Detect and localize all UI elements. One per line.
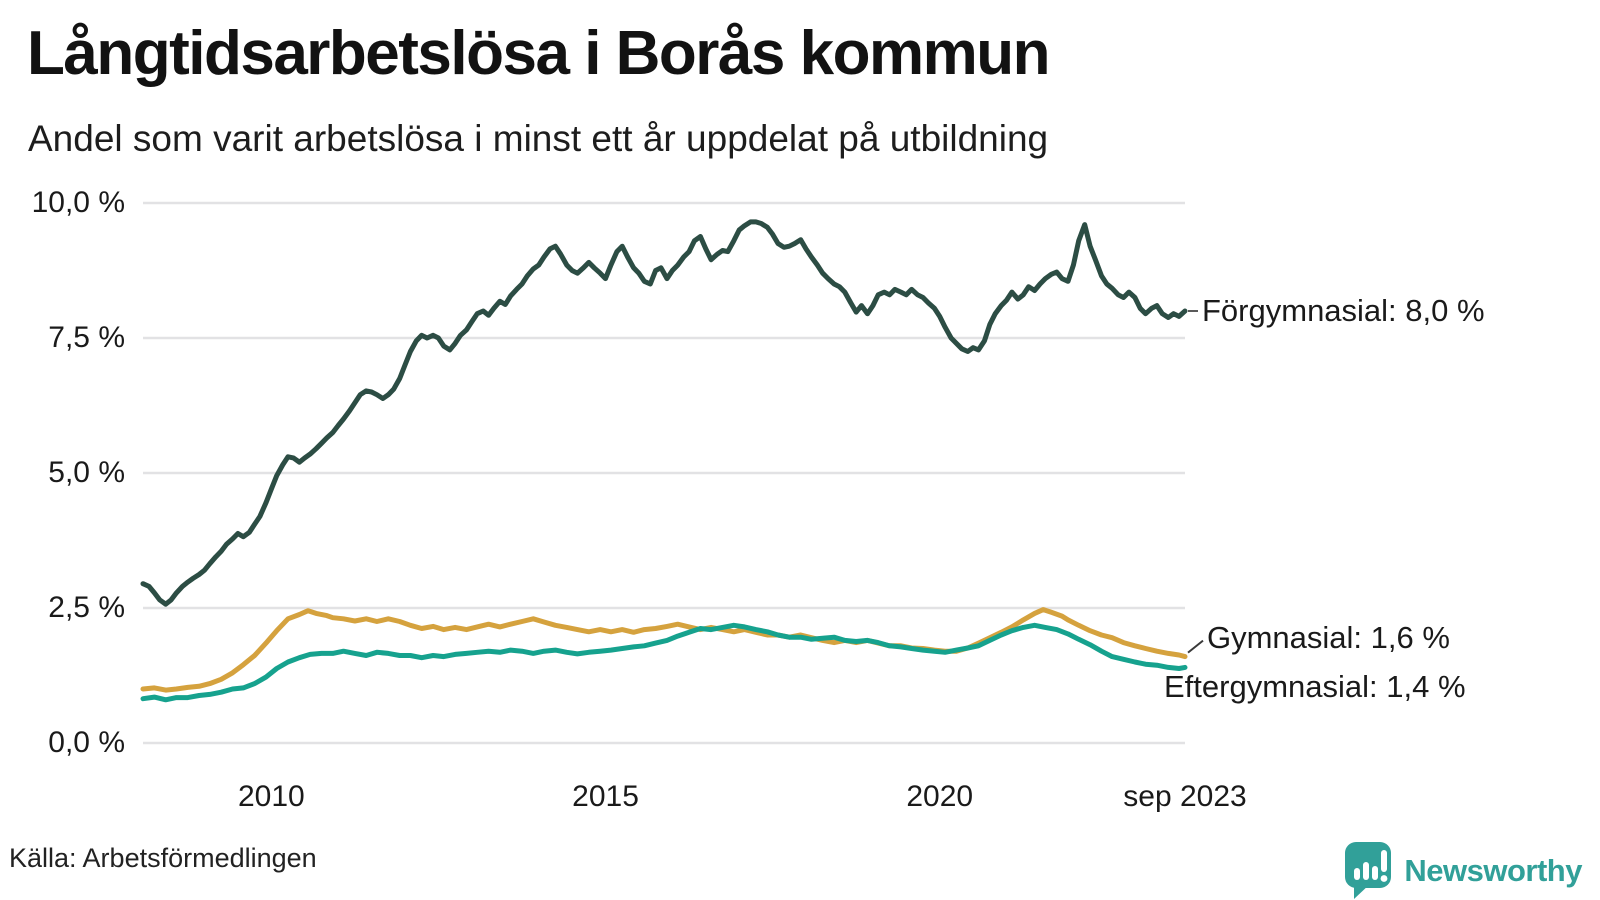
y-axis-tick-label: 5,0 %: [48, 456, 125, 489]
x-axis-tick-label: 2015: [572, 780, 639, 813]
chart-subtitle: Andel som varit arbetslösa i minst ett å…: [28, 118, 1049, 159]
newsworthy-logo-icon: [1345, 842, 1392, 899]
label-connector: [1187, 639, 1204, 654]
series-line-gymnasial: [140, 607, 1188, 693]
y-axis-tick-label: 0,0 %: [48, 726, 125, 759]
series-line-förgymnasial: [140, 219, 1188, 607]
x-axis-tick-label: 2020: [906, 780, 974, 813]
series-end-label-förgymnasial: Förgymnasial: 8,0 %: [1202, 293, 1485, 328]
series-end-label-eftergymnasial: Eftergymnasial: 1,4 %: [1164, 669, 1466, 705]
x-axis-tick-label: sep 2023: [1123, 780, 1247, 813]
series-line-eftergymnasial: [140, 622, 1188, 703]
x-axis-tick-label: 2010: [237, 780, 305, 813]
brand-lockup: Newsworthy: [1342, 840, 1582, 900]
page-title: Långtidsarbetslösa i Borås kommun: [27, 19, 1050, 88]
source-note: Källa: Arbetsförmedlingen: [9, 843, 317, 873]
brand-name: Newsworthy: [1404, 853, 1582, 888]
y-axis-tick-label: 10,0 %: [31, 186, 125, 219]
series-end-label-gymnasial: Gymnasial: 1,6 %: [1207, 619, 1450, 655]
y-axis-tick-label: 2,5 %: [48, 591, 125, 624]
y-axis-tick-label: 7,5 %: [48, 321, 125, 354]
